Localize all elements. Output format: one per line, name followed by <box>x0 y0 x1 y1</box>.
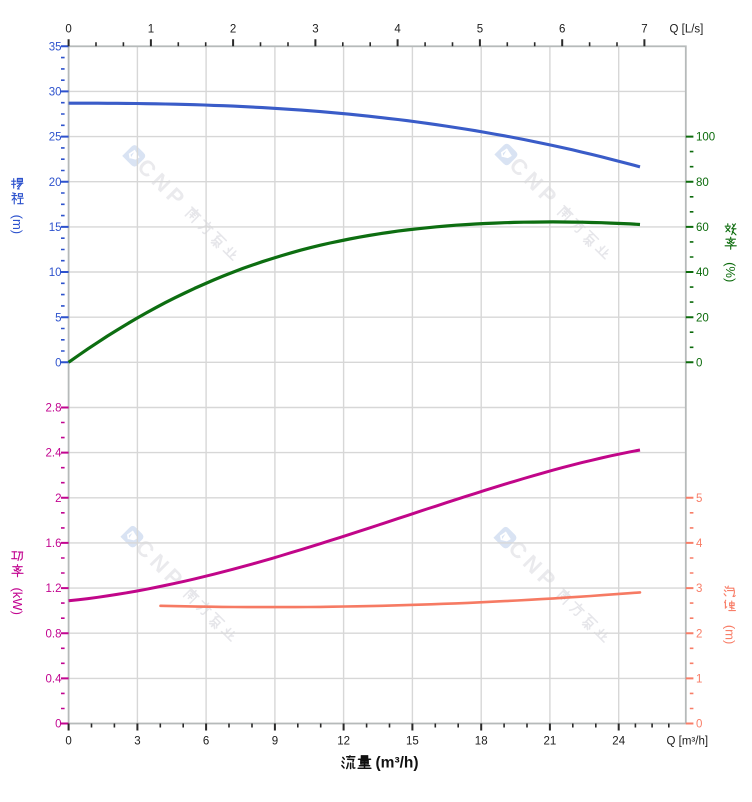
svg-text:100: 100 <box>696 132 715 144</box>
svg-text:0: 0 <box>55 719 61 731</box>
svg-text:2.8: 2.8 <box>46 403 62 415</box>
svg-text:Q [L/s]: Q [L/s] <box>670 24 704 36</box>
svg-text:1.2: 1.2 <box>46 583 62 595</box>
svg-text:0: 0 <box>55 357 61 369</box>
svg-text:5: 5 <box>696 493 702 505</box>
svg-text:(m): (m) <box>10 215 25 235</box>
svg-text:20: 20 <box>696 312 709 324</box>
svg-text:(%): (%) <box>723 262 738 282</box>
svg-text:10: 10 <box>49 267 62 279</box>
svg-text:(m): (m) <box>722 625 737 645</box>
svg-text:4: 4 <box>696 538 703 550</box>
svg-text:(kW): (kW) <box>10 587 25 614</box>
svg-text:(m³/h): (m³/h) <box>376 755 419 772</box>
svg-text:15: 15 <box>406 736 419 748</box>
svg-text:7: 7 <box>641 24 647 36</box>
svg-text:3: 3 <box>312 24 318 36</box>
svg-text:2.4: 2.4 <box>46 448 63 460</box>
svg-text:0.4: 0.4 <box>46 674 63 686</box>
svg-text:Q [m³/h]: Q [m³/h] <box>667 736 709 748</box>
svg-text:35: 35 <box>49 41 62 53</box>
svg-text:12: 12 <box>337 736 350 748</box>
svg-text:0: 0 <box>696 719 702 731</box>
svg-text:0: 0 <box>65 24 71 36</box>
svg-text:40: 40 <box>696 267 709 279</box>
svg-text:6: 6 <box>559 24 565 36</box>
svg-text:0.8: 0.8 <box>46 628 62 640</box>
svg-text:3: 3 <box>696 583 702 595</box>
svg-text:2: 2 <box>55 493 61 505</box>
svg-text:25: 25 <box>49 132 62 144</box>
svg-text:4: 4 <box>394 24 401 36</box>
svg-text:6: 6 <box>203 736 209 748</box>
svg-text:5: 5 <box>477 24 483 36</box>
svg-text:5: 5 <box>55 312 61 324</box>
svg-text:60: 60 <box>696 222 709 234</box>
svg-text:1: 1 <box>696 674 702 686</box>
svg-text:1: 1 <box>148 24 154 36</box>
svg-text:2: 2 <box>230 24 236 36</box>
svg-text:20: 20 <box>49 177 62 189</box>
svg-text:9: 9 <box>272 736 278 748</box>
svg-text:0: 0 <box>65 736 71 748</box>
svg-text:0: 0 <box>696 357 702 369</box>
svg-text:18: 18 <box>475 736 488 748</box>
svg-text:3: 3 <box>134 736 140 748</box>
svg-text:2: 2 <box>696 628 702 640</box>
svg-text:15: 15 <box>49 222 62 234</box>
svg-text:1.6: 1.6 <box>46 538 62 550</box>
svg-text:80: 80 <box>696 177 709 189</box>
svg-text:21: 21 <box>544 736 557 748</box>
svg-text:24: 24 <box>612 736 625 748</box>
svg-text:30: 30 <box>49 87 62 99</box>
